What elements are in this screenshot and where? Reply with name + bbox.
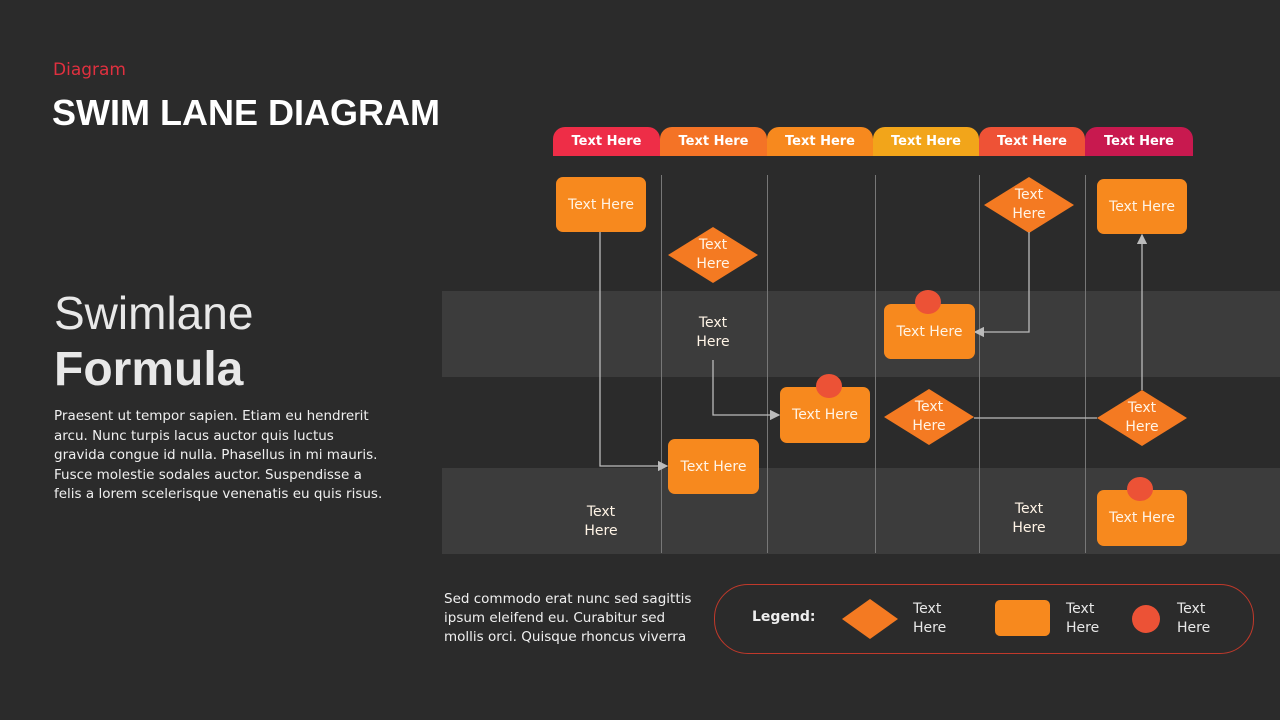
heading-bold: Formula xyxy=(54,343,244,396)
marker-dot xyxy=(915,290,941,314)
decision-diamond: Text Here xyxy=(1097,390,1187,446)
marker-dot xyxy=(816,374,842,398)
lane-header: Text Here xyxy=(873,127,979,156)
lane-divider xyxy=(661,175,662,553)
lane-header: Text Here xyxy=(660,127,767,156)
lane-divider xyxy=(875,175,876,553)
process-box: Text Here xyxy=(780,387,870,443)
page-title: SWIM LANE DIAGRAM xyxy=(52,92,440,133)
legend-item-text: Text Here xyxy=(1066,601,1100,636)
legend-diamond-icon xyxy=(842,599,898,639)
heading-light: Swimlane xyxy=(54,287,254,339)
process-box: Text Here xyxy=(556,177,646,232)
category-label: Diagram xyxy=(53,60,126,80)
connector-arrow xyxy=(712,360,781,421)
legend-circle-icon xyxy=(1132,605,1160,633)
connector-arrow xyxy=(973,232,1030,338)
lane-header: Text Here xyxy=(1085,127,1193,156)
lane-divider xyxy=(767,175,768,553)
decision-diamond: Text Here xyxy=(668,227,758,283)
lane-header: Text Here xyxy=(979,127,1085,156)
marker-dot xyxy=(1127,477,1153,501)
process-box: Text Here xyxy=(884,304,975,359)
footer-text: Sed commodo erat nunc sed sagittis ipsum… xyxy=(444,591,692,645)
body-text: Praesent ut tempor sapien. Etiam eu hend… xyxy=(54,408,383,502)
decision-diamond: Text Here xyxy=(884,389,974,445)
lane-header: Text Here xyxy=(553,127,660,156)
connector-arrow xyxy=(599,231,669,472)
legend-label: Legend: xyxy=(752,609,816,625)
swimlane-band xyxy=(442,291,1280,377)
decision-diamond: Text Here xyxy=(984,491,1074,547)
legend-item-text: Text Here xyxy=(1177,601,1211,636)
legend: Legend: Text Here Text Here Text Here xyxy=(714,584,1254,654)
lane-divider xyxy=(979,175,980,553)
decision-diamond: Text Here xyxy=(556,494,646,550)
legend-item-text: Text Here xyxy=(913,601,947,636)
process-box: Text Here xyxy=(1097,179,1187,234)
lane-divider xyxy=(1085,175,1086,553)
process-box: Text Here xyxy=(668,439,759,494)
lane-header: Text Here xyxy=(767,127,873,156)
legend-rect-icon xyxy=(995,600,1050,636)
decision-diamond: Text Here xyxy=(984,177,1074,233)
decision-diamond: Text Here xyxy=(668,305,758,361)
